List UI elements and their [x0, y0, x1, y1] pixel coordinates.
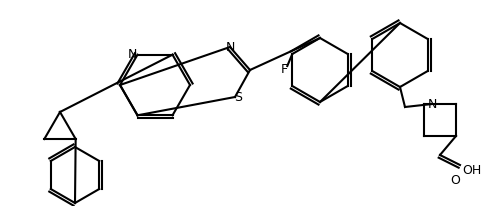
Text: N: N	[427, 97, 436, 110]
Text: O: O	[450, 173, 460, 186]
Text: N: N	[128, 48, 137, 61]
Text: N: N	[225, 41, 235, 54]
Text: F: F	[281, 62, 288, 76]
Text: OH: OH	[462, 164, 482, 177]
Text: S: S	[234, 90, 242, 103]
